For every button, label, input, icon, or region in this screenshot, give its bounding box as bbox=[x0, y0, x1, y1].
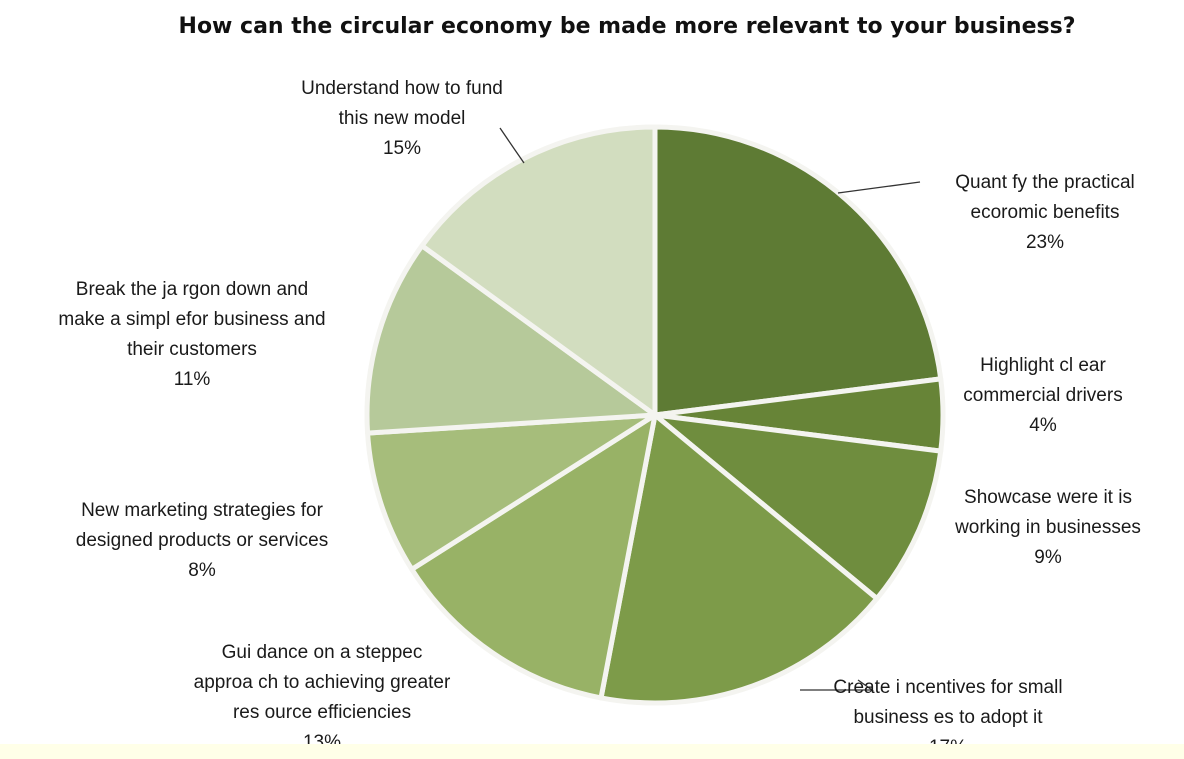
slice-label-line: 9% bbox=[1034, 547, 1062, 568]
slice-label-line: their customers bbox=[127, 339, 257, 360]
slice-label-line: Create i ncentives for small bbox=[833, 677, 1062, 698]
slice-label-line: Quant fy the practical bbox=[955, 172, 1135, 193]
slice-label-line: this new model bbox=[339, 108, 466, 129]
slice-label-line: designed products or services bbox=[76, 530, 328, 551]
slice-label-line: make a simpl efor business and bbox=[58, 309, 325, 330]
slice-label-line: 4% bbox=[1029, 415, 1057, 436]
slice-label: New marketing strategies for designed pro… bbox=[76, 500, 328, 581]
slice-label-line: working in businesses bbox=[954, 517, 1141, 538]
pie-slice bbox=[652, 412, 944, 602]
slice-label-line: Showcase were it is bbox=[964, 487, 1132, 508]
slice-label-line: Highlight cl ear bbox=[980, 355, 1106, 376]
pie-slice bbox=[365, 412, 658, 572]
slice-label-line: New marketing strategies for bbox=[81, 500, 323, 521]
leader-line bbox=[499, 127, 525, 164]
slice-label: Gui dance on a steppec approa ch to achie… bbox=[194, 642, 451, 753]
slice-label: Highlight cl ear commercial drivers 4% bbox=[963, 355, 1122, 436]
slice-label: Understand how to fund this new model 15% bbox=[301, 78, 503, 159]
slice-label-line: res ource efficiencies bbox=[233, 702, 411, 723]
slice-label: Showcase were it is working in businesses… bbox=[954, 487, 1141, 568]
slice-label-line: Understand how to fund bbox=[301, 78, 503, 99]
bottom-band bbox=[0, 744, 1184, 759]
leader-line bbox=[800, 679, 875, 691]
leader-line bbox=[837, 181, 921, 194]
pie-slice bbox=[652, 124, 944, 418]
slice-label-line: 8% bbox=[188, 560, 216, 581]
slice-label-line: 23% bbox=[1026, 232, 1064, 253]
slice-label-line: business es to adopt it bbox=[853, 707, 1043, 728]
slice-label-line: commercial drivers bbox=[963, 385, 1122, 406]
slice-label-line: Break the ja rgon down and bbox=[76, 279, 308, 300]
pie-slice bbox=[598, 412, 880, 706]
slice-labels: Quant fy the practical ecoromic benefits 2… bbox=[58, 78, 1141, 758]
slice-label-line: 15% bbox=[383, 138, 421, 159]
pie-slices bbox=[364, 124, 946, 706]
slice-label: Create i ncentives for small business es … bbox=[833, 677, 1062, 758]
pie-slice bbox=[409, 412, 658, 701]
slice-label: Quant fy the practical ecoromic benefits 2… bbox=[955, 172, 1135, 253]
leader-lines bbox=[499, 127, 921, 691]
chart-title: How can the circular economy be made mor… bbox=[178, 14, 1076, 39]
pie-slice bbox=[364, 243, 658, 436]
slice-label-line: 11% bbox=[174, 369, 211, 390]
slice-label-line: Gui dance on a steppec bbox=[222, 642, 423, 663]
slice-label-line: approa ch to achieving greater bbox=[194, 672, 451, 693]
pie-slice bbox=[419, 124, 658, 418]
slice-label: Break the ja rgon down and make a simpl e… bbox=[58, 279, 325, 390]
slice-label-line: ecoromic benefits bbox=[971, 202, 1120, 223]
